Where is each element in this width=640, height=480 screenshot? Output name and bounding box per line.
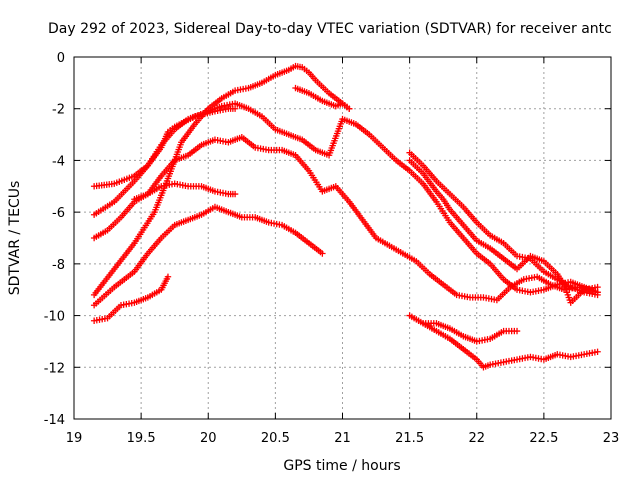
y-tick-label: -6: [52, 206, 65, 221]
y-tick-label: -8: [52, 258, 65, 273]
data-point: [319, 250, 326, 257]
series-track-1: [90, 62, 353, 299]
chart-title: Day 292 of 2023, Sidereal Day-to-day VTE…: [48, 21, 612, 37]
x-tick-label: 20.5: [261, 431, 290, 446]
y-tick-label: -2: [52, 103, 65, 118]
data-marks: [90, 62, 601, 371]
y-tick-label: -4: [52, 154, 65, 169]
axis-ticks: 19 19.5 20 20.5 21 21.5 22 22.5 23 0 -2 -4 -6 -8 -10 -1…: [44, 51, 620, 446]
x-tick-label: 21.5: [395, 431, 424, 446]
series-track-4: [90, 203, 326, 309]
data-point: [594, 291, 601, 299]
y-axis-label: SDTVAR / TECUs: [7, 181, 23, 296]
series-track-10: [406, 157, 601, 306]
y-tick-label: -10: [44, 310, 65, 325]
x-tick-label: 21: [334, 431, 351, 446]
data-point: [594, 348, 601, 355]
series-track-7: [90, 273, 172, 324]
series-track-11: [406, 312, 521, 345]
grid: [74, 57, 611, 419]
x-tick-label: 20: [200, 431, 217, 446]
y-tick-label: 0: [57, 51, 65, 66]
x-axis-label: GPS time / hours: [283, 458, 400, 474]
y-tick-label: -12: [44, 361, 65, 376]
series-track-12: [419, 320, 601, 371]
x-tick-label: 19.5: [127, 431, 156, 446]
data-point: [346, 105, 353, 112]
x-tick-label: 23: [603, 431, 620, 446]
plot-frame: [73, 56, 612, 420]
data-point: [513, 327, 521, 335]
series-track-5: [90, 105, 239, 190]
series-track-8: [292, 84, 353, 112]
x-tick-label: 22: [468, 431, 485, 446]
data-point: [164, 273, 172, 280]
data-point: [231, 105, 239, 112]
x-tick-label: 19: [66, 431, 83, 446]
x-tick-label: 22.5: [529, 431, 558, 446]
data-point: [594, 283, 601, 291]
y-tick-label: -14: [44, 413, 65, 428]
data-point: [231, 190, 239, 198]
series-track-6: [131, 180, 239, 203]
